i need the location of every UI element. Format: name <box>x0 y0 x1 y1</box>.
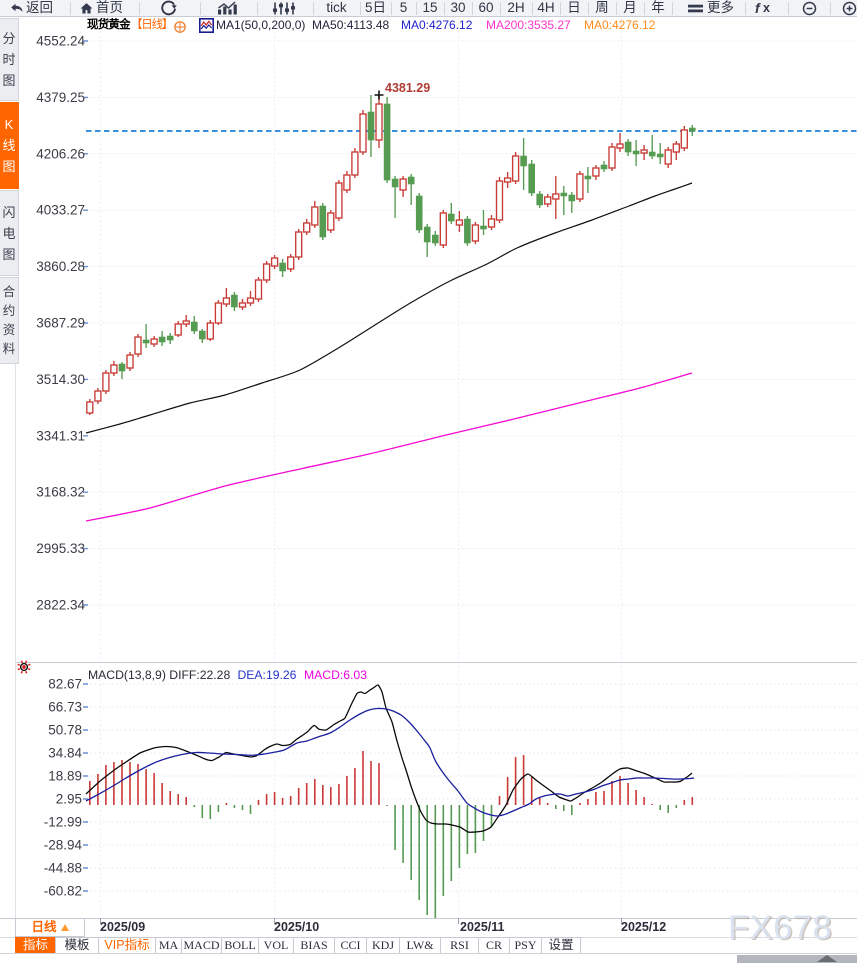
svg-text:18.89: 18.89 <box>48 769 82 784</box>
svg-text:MACD:6.03: MACD:6.03 <box>304 668 367 682</box>
svg-text:4379.25: 4379.25 <box>36 90 85 105</box>
svg-text:3341.31: 3341.31 <box>36 428 85 443</box>
svg-text:-12.99: -12.99 <box>44 815 82 830</box>
svg-text:4206.26: 4206.26 <box>36 146 85 161</box>
svg-text:-60.82: -60.82 <box>44 884 82 899</box>
svg-text:3860.28: 3860.28 <box>36 259 85 274</box>
svg-text:50.78: 50.78 <box>48 723 82 738</box>
svg-text:2.95: 2.95 <box>56 792 82 807</box>
svg-text:4033.27: 4033.27 <box>36 203 85 218</box>
svg-text:3687.29: 3687.29 <box>36 316 85 331</box>
svg-text:3514.30: 3514.30 <box>36 372 85 387</box>
svg-text:82.67: 82.67 <box>48 677 82 692</box>
svg-text:-44.88: -44.88 <box>44 861 82 876</box>
svg-text:34.84: 34.84 <box>48 746 82 761</box>
svg-text:4381.29: 4381.29 <box>385 81 430 95</box>
svg-text:66.73: 66.73 <box>48 700 82 715</box>
svg-text:-28.94: -28.94 <box>44 838 83 853</box>
svg-text:3168.32: 3168.32 <box>36 485 85 500</box>
svg-text:MACD(13,8,9) DIFF:22.28: MACD(13,8,9) DIFF:22.28 <box>88 668 230 682</box>
svg-text:2822.34: 2822.34 <box>36 598 85 613</box>
svg-text:4552.24: 4552.24 <box>36 34 85 49</box>
svg-text:DEA:19.26: DEA:19.26 <box>238 668 297 682</box>
svg-text:2995.33: 2995.33 <box>36 541 85 556</box>
